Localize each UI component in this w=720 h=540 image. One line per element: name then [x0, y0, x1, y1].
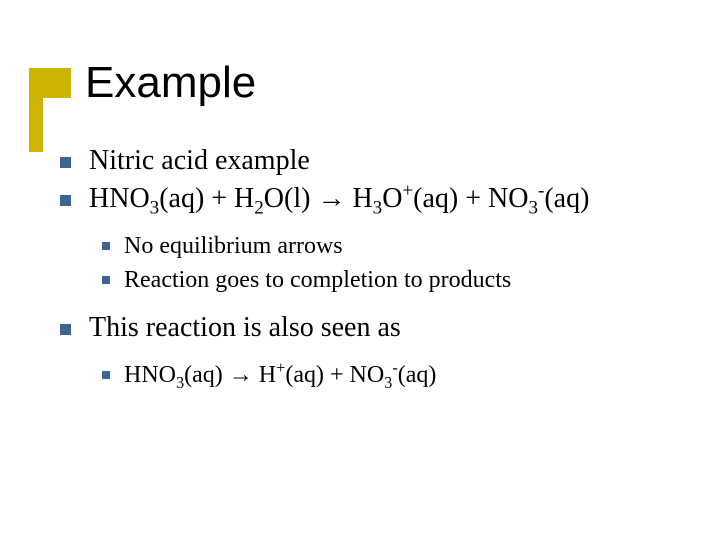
- list-item: Nitric acid example: [60, 144, 680, 178]
- list-item: HNO3(aq) → H+(aq) + NO3-(aq): [102, 361, 680, 390]
- square-bullet-icon: [60, 324, 71, 335]
- list-item-text: Reaction goes to completion to products: [124, 266, 511, 295]
- list-item: No equilibrium arrows: [102, 232, 680, 261]
- list-item-text: This reaction is also seen as: [89, 311, 401, 345]
- slide-content: Nitric acid example HNO3(aq) + H2O(l) → …: [60, 144, 680, 390]
- accent-left: [29, 68, 43, 152]
- slide-title: Example: [85, 58, 256, 108]
- list-item-text: No equilibrium arrows: [124, 232, 343, 261]
- list-item: Reaction goes to completion to products: [102, 266, 680, 295]
- list-item-text: Nitric acid example: [89, 144, 310, 178]
- list-item: This reaction is also seen as: [60, 311, 680, 345]
- square-bullet-icon: [102, 276, 110, 284]
- square-bullet-icon: [102, 242, 110, 250]
- title-area: Example: [85, 58, 256, 108]
- list-item-text: HNO3(aq) + H2O(l) → H3O+(aq) + NO3-(aq): [89, 182, 589, 216]
- list-item-text: HNO3(aq) → H+(aq) + NO3-(aq): [124, 361, 436, 390]
- square-bullet-icon: [102, 371, 110, 379]
- list-item: HNO3(aq) + H2O(l) → H3O+(aq) + NO3-(aq): [60, 182, 680, 216]
- square-bullet-icon: [60, 195, 71, 206]
- square-bullet-icon: [60, 157, 71, 168]
